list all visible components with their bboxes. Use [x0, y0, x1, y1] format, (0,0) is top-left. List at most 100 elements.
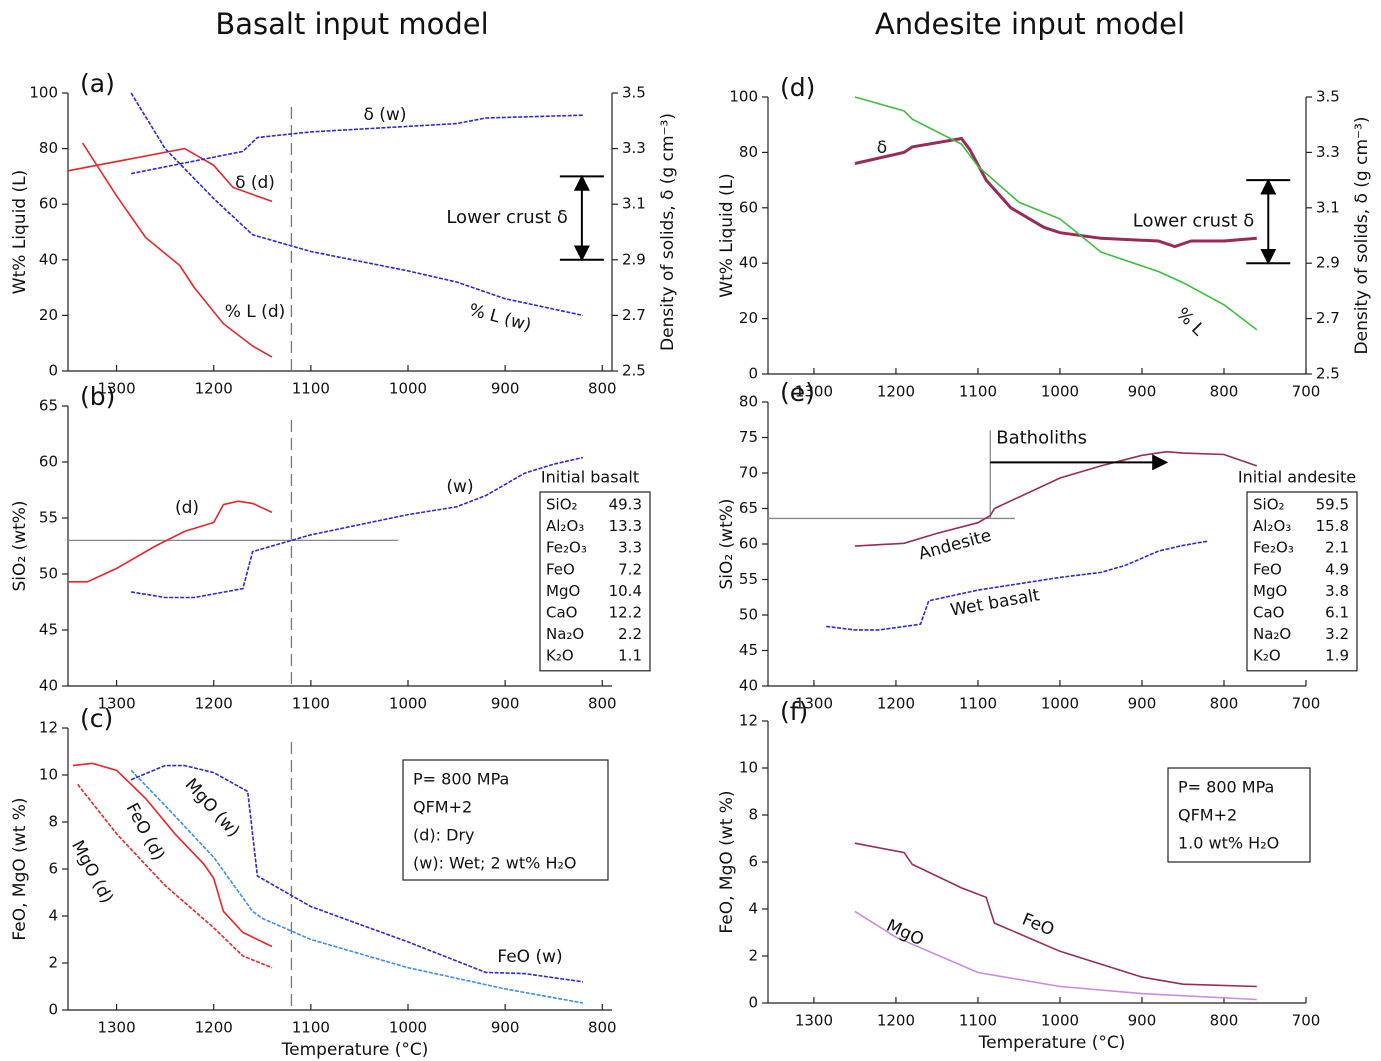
series-label: % L: [1172, 304, 1208, 340]
table-cell: K₂O: [546, 647, 574, 665]
x-tick-label: 700: [1292, 1012, 1321, 1030]
x-tick-label: 1000: [1041, 383, 1079, 401]
x-tick-label: 1000: [389, 380, 427, 398]
y-tick-label: 50: [39, 565, 58, 583]
y-tick-label: 2: [48, 954, 58, 972]
table-cell: 1.1: [618, 647, 642, 665]
x-tick-label: 800: [588, 380, 617, 398]
series-label: FeO (w): [497, 947, 562, 967]
x-tick-label: 900: [491, 695, 520, 713]
y-axis-label: FeO, MgO (wt %): [717, 790, 737, 933]
note-box: [402, 759, 609, 881]
x-tick-label: 1000: [389, 695, 427, 713]
table-cell: 10.4: [609, 582, 642, 600]
x-tick-label: 800: [1210, 695, 1239, 713]
table-cell: Na₂O: [1253, 625, 1291, 643]
series-label: (w): [446, 477, 473, 497]
table-cell: 59.5: [1316, 496, 1349, 514]
x-tick-label: 1100: [959, 1012, 997, 1030]
note-text: QFM+2: [1178, 806, 1237, 825]
y2-axis-label: Density of solids, δ (g cm⁻³): [658, 113, 678, 351]
note-text: P= 800 MPa: [1178, 778, 1274, 797]
y-tick-label: 65: [739, 499, 758, 517]
y-tick-label: 80: [739, 393, 758, 411]
table-cell: SiO₂: [546, 496, 578, 514]
series-label: δ (d): [235, 173, 275, 193]
x-tick-label: 1300: [97, 1019, 135, 1037]
x-tick-label: 800: [1210, 383, 1239, 401]
y-tick-label: 60: [739, 198, 758, 216]
x-tick-label: 1300: [97, 695, 135, 713]
series-label: MgO (d): [67, 837, 117, 907]
table-title: Initial basalt: [541, 468, 639, 487]
x-axis-label: Temperature (°C): [978, 1033, 1126, 1053]
y-tick-label: 40: [739, 677, 758, 695]
data-line: [130, 114, 583, 175]
table-cell: 7.2: [618, 560, 642, 578]
y-axis-label: SiO₂ (wt%): [10, 500, 30, 591]
y-tick-label: 80: [739, 143, 758, 161]
x-tick-label: 1100: [959, 383, 997, 401]
y-tick-label: 6: [748, 853, 758, 871]
x-tick-label: 1200: [195, 695, 233, 713]
y-tick-label: 100: [29, 84, 58, 102]
x-tick-label: 900: [491, 380, 520, 398]
data-line: [130, 764, 584, 983]
y-tick-label: 65: [39, 397, 58, 415]
series-label: (d): [175, 498, 199, 518]
y-axis-label: FeO, MgO (wt %): [10, 797, 30, 940]
table-cell: Al₂O₃: [1253, 517, 1291, 535]
panel-label: (b): [80, 382, 115, 411]
y-tick-label: 10: [739, 759, 758, 777]
panel-label: (c): [80, 704, 113, 733]
table-cell: K₂O: [1253, 647, 1281, 665]
x-tick-label: 1100: [292, 695, 330, 713]
data-line: [68, 500, 273, 583]
table-title: Initial andesite: [1238, 468, 1356, 487]
x-tick-label: 1200: [877, 695, 915, 713]
note-text: (d): Dry: [413, 826, 474, 845]
x-tick-label: 900: [1128, 1012, 1157, 1030]
table-cell: CaO: [1253, 604, 1284, 622]
y-tick-label: 45: [39, 621, 58, 639]
series-label: % L (w): [467, 300, 534, 336]
table-cell: 12.2: [609, 604, 642, 622]
x-tick-label: 800: [588, 1019, 617, 1037]
series-label: Wet basalt: [949, 585, 1042, 620]
x-tick-label: 800: [588, 695, 617, 713]
x-tick-label: 900: [1128, 695, 1157, 713]
x-tick-label: 900: [491, 1019, 520, 1037]
panel-label: (f): [780, 697, 808, 726]
y2-tick-label: 3.5: [1316, 88, 1340, 106]
arrow-label: Lower crust δ: [446, 207, 568, 228]
table-cell: Al₂O₃: [546, 517, 584, 535]
panel-label: (a): [80, 69, 115, 98]
series-label: δ (w): [364, 105, 407, 125]
data-line: [854, 450, 1258, 547]
table-cell: 3.2: [1325, 625, 1349, 643]
table-cell: 6.1: [1325, 604, 1349, 622]
table-cell: Na₂O: [546, 625, 584, 643]
y-tick-label: 55: [39, 509, 58, 527]
y-axis-label: Wt% Liquid (L): [717, 173, 737, 297]
y-tick-label: 0: [748, 365, 758, 383]
panel-label: (e): [780, 378, 815, 407]
series-label: MgO: [883, 916, 927, 951]
note-text: 1.0 wt% H₂O: [1178, 834, 1279, 853]
series-label: FeO (d): [122, 800, 169, 864]
y-tick-label: 50: [739, 606, 758, 624]
y-tick-label: 40: [739, 254, 758, 272]
y2-tick-label: 3.5: [622, 84, 646, 102]
y-tick-label: 2: [748, 947, 758, 965]
table-cell: MgO: [546, 582, 580, 600]
y-tick-label: 40: [39, 250, 58, 268]
table-cell: MgO: [1253, 582, 1287, 600]
column-title: Basalt input model: [215, 7, 488, 41]
table-cell: 2.1: [1325, 539, 1349, 557]
table-cell: 1.9: [1325, 647, 1349, 665]
series-label: % L (d): [225, 302, 286, 322]
y-tick-label: 10: [39, 766, 58, 784]
column-title: Andesite input model: [875, 7, 1185, 41]
y-tick-label: 8: [48, 813, 58, 831]
y-tick-label: 0: [748, 994, 758, 1012]
